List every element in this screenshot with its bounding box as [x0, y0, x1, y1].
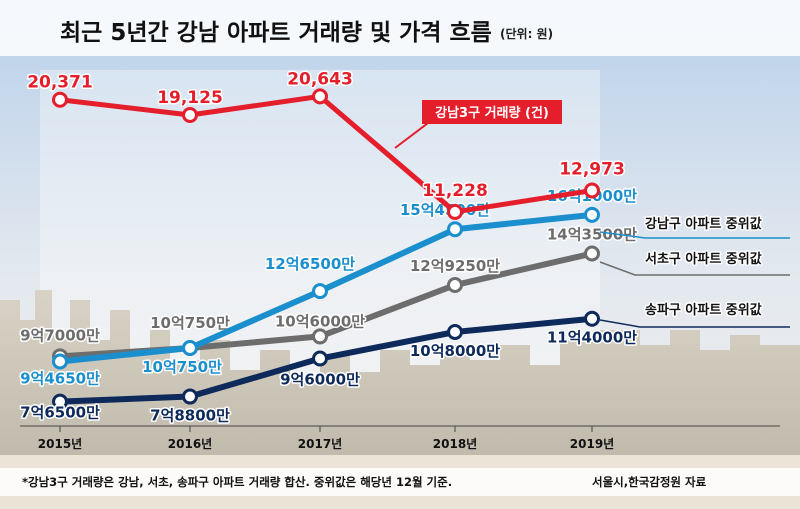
data-point-seocho: [447, 277, 463, 294]
x-tick-label: 2017년: [298, 437, 342, 451]
data-label-transactions: 20,371: [27, 73, 93, 93]
x-tick-label: 2018년: [433, 437, 477, 451]
data-point-songpa: [182, 388, 198, 405]
legend-label-transactions: 강남3구 거래량 (건): [435, 105, 549, 121]
data-label-songpa: 9억6000만: [280, 371, 360, 389]
legend-leader-songpa: [599, 319, 790, 328]
x-axis-ticks: 2015년 2016년 2017년 2018년 2019년: [38, 426, 614, 451]
unit-label: (단위: 원): [500, 26, 553, 41]
legend-leader-seocho: [599, 261, 790, 276]
data-label-seocho: 14억3500만: [547, 226, 637, 244]
data-point-gangnam: [182, 340, 198, 357]
data-point-songpa: [584, 310, 600, 327]
data-label-transactions: 11,228: [422, 181, 488, 201]
legend-box-transactions: [422, 100, 562, 124]
data-label-transactions: 19,125: [157, 88, 223, 108]
data-point-seocho: [312, 328, 328, 345]
data-point-transactions: [312, 88, 328, 105]
x-tick-label: 2015년: [38, 437, 82, 451]
series-songpa: 7억6500만 7억8800만 9억6000만 10억8000만 11억4000만: [19, 310, 639, 426]
legend-leader-gangnam: [599, 231, 790, 239]
title-panel: [0, 0, 800, 56]
footnote-band: [0, 468, 800, 496]
data-label-gangnam: 10억750만: [142, 358, 222, 376]
data-label-seocho: 10억6000만: [275, 312, 365, 330]
data-label-gangnam: 15억4500만: [400, 201, 490, 219]
data-label-songpa: 7억8800만: [150, 407, 230, 425]
data-label-transactions: 20,643: [287, 69, 353, 89]
data-point-gangnam: [312, 283, 328, 300]
data-label-gangnam: 12억6500만: [265, 255, 355, 273]
data-label-seocho: 12억9250만: [410, 257, 500, 275]
data-point-transactions: [182, 107, 198, 124]
data-label-songpa: 11억4000만: [547, 329, 637, 347]
footnote: *강남3구 거래량은 강남, 서초, 송파구 아파트 거래량 합산. 중위값은 …: [22, 475, 452, 489]
data-point-transactions: [584, 182, 600, 199]
series-layer: 9억7000만 10억750만 10억6000만 12억9250만 14억3500만 9억…: [19, 68, 639, 426]
data-label-songpa: 10억8000만: [410, 342, 500, 360]
legend-pointer-transactions: [394, 119, 433, 149]
legend-label-seocho: 서초구 아파트 중위값: [645, 251, 762, 267]
data-point-transactions: [52, 91, 68, 108]
legend-label-songpa: 송파구 아파트 중위값: [645, 302, 762, 318]
data-label-transactions: 12,973: [559, 160, 625, 180]
x-tick-label: 2019년: [570, 437, 614, 451]
series-transactions: 20,371 19,125 20,643 11,228 12,973: [26, 68, 626, 220]
data-label-seocho: 10억750만: [150, 314, 230, 332]
data-point-gangnam: [52, 353, 68, 370]
data-point-songpa: [312, 350, 328, 367]
chart-title: 최근 5년간 강남 아파트 거래량 및 가격 흐름: [60, 20, 492, 46]
data-point-songpa: [52, 393, 68, 410]
data-point-gangnam: [447, 221, 463, 238]
legend-label-gangnam: 강남구 아파트 중위값: [645, 216, 762, 232]
data-point-seocho: [584, 245, 600, 262]
data-point-transactions: [447, 203, 463, 220]
data-label-seocho: 9억7000만: [20, 326, 100, 344]
data-label-songpa: 7억6500만: [20, 404, 100, 422]
data-label-gangnam: 9억4650만: [20, 370, 100, 388]
x-tick-label: 2016년: [168, 437, 212, 451]
data-point-songpa: [447, 324, 463, 340]
source-label: 서울시,한국감정원 자료: [592, 475, 707, 489]
data-point-gangnam: [584, 206, 600, 223]
